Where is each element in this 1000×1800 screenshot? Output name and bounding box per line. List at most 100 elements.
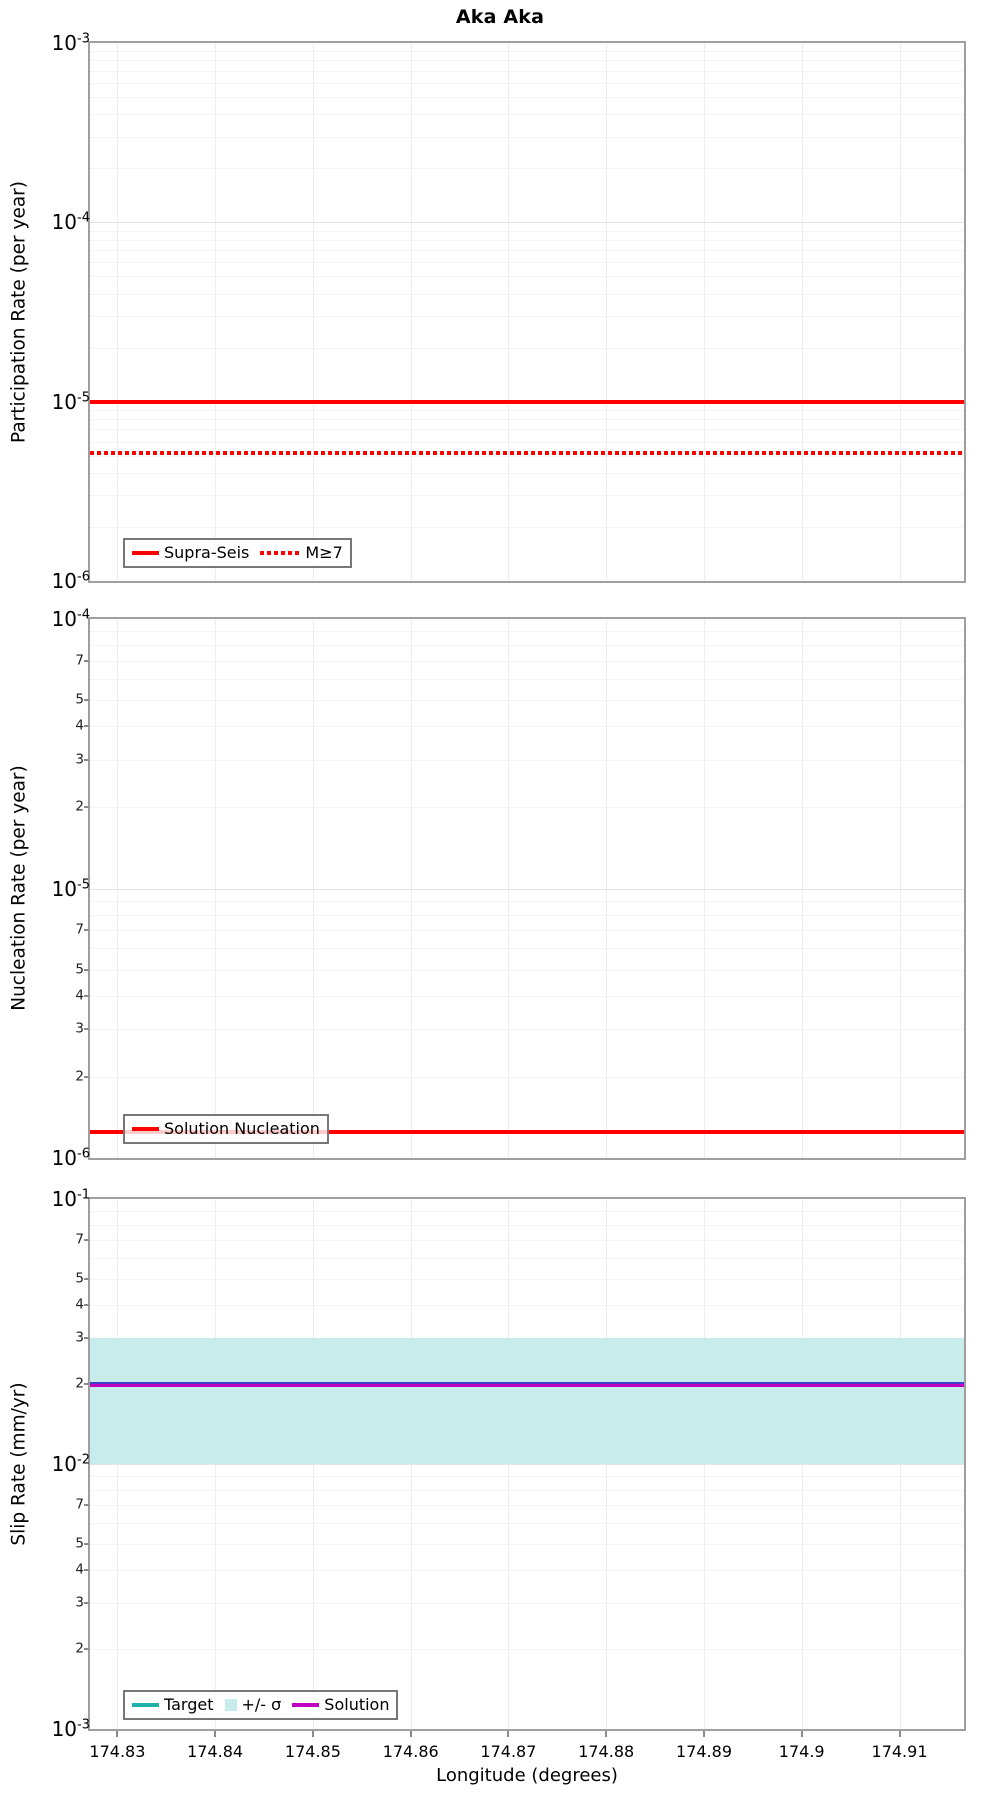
vertical-gridline <box>704 43 705 581</box>
y-tick-major-label: 10-1 <box>51 1187 90 1211</box>
minor-gridline <box>90 293 964 295</box>
y-tick-mark <box>84 1648 89 1651</box>
y-tick-minor-label: 3 <box>75 1593 84 1610</box>
minor-gridline <box>90 1304 964 1306</box>
y-tick-mark <box>84 1028 89 1031</box>
participation-y-axis-title: Participation Rate (per year) <box>8 181 30 443</box>
major-gridline <box>90 1464 964 1465</box>
target-line-swatch <box>132 1702 159 1707</box>
minor-gridline <box>90 1224 964 1226</box>
m7-dotted-line-swatch <box>260 550 301 555</box>
y-tick-mark <box>84 806 89 809</box>
y-tick-minor-label: 2 <box>75 798 84 815</box>
y-tick-minor-label: 4 <box>75 1560 84 1577</box>
y-tick-major-label: 10-3 <box>51 1717 90 1741</box>
minor-gridline <box>90 1029 964 1031</box>
y-tick-minor-label: 5 <box>75 691 84 708</box>
nucleation-y-axis-title: Nucleation Rate (per year) <box>8 765 30 1011</box>
minor-gridline <box>90 419 964 420</box>
y-tick-mark <box>84 994 89 997</box>
minor-gridline <box>90 316 964 318</box>
series-line-solution <box>90 1381 964 1387</box>
slip-y-axis-title: Slip Rate (mm/yr) <box>8 1382 30 1546</box>
minor-gridline <box>90 495 964 497</box>
minor-gridline <box>90 455 964 457</box>
series-line-solution-nucleation <box>90 1129 964 1134</box>
y-tick-minor-label: 5 <box>75 1270 84 1287</box>
y-tick-mark <box>84 1568 89 1571</box>
nucleation-plot-area <box>88 617 966 1160</box>
minor-gridline <box>90 276 964 278</box>
participation-plot-area <box>88 41 966 583</box>
y-tick-minor-label: 7 <box>75 1496 84 1513</box>
y-tick-mark <box>84 929 89 932</box>
legend-label-target: Target <box>164 1695 214 1714</box>
x-tick-mark <box>409 1731 412 1737</box>
slip-legend: Target +/- σ Solution <box>123 1690 399 1720</box>
y-tick-minor-label: 3 <box>75 1328 84 1345</box>
minor-gridline <box>90 914 964 916</box>
vertical-gridline <box>215 43 217 581</box>
vertical-gridline <box>312 43 314 581</box>
y-tick-mark <box>84 699 89 702</box>
minor-gridline <box>90 409 964 411</box>
y-tick-mark <box>84 725 89 728</box>
minor-gridline <box>90 1489 964 1491</box>
x-axis-title: Longitude (degrees) <box>436 1765 618 1786</box>
x-tick-label: 174.87 <box>480 1742 537 1761</box>
legend-label-sigma: +/- σ <box>241 1695 282 1714</box>
y-tick-minor-label: 7 <box>75 921 84 938</box>
x-tick-mark <box>898 1731 901 1737</box>
y-tick-minor-label: 3 <box>75 1020 84 1037</box>
nucleation-legend: Solution Nucleation <box>123 1114 329 1144</box>
chart-title: Aka Aka <box>455 6 545 28</box>
participation-legend: Supra-Seis M≥7 <box>123 538 352 568</box>
legend-label-solution: Solution <box>324 1695 390 1714</box>
minor-gridline <box>90 930 964 932</box>
y-tick-major-label: 10-5 <box>51 876 90 901</box>
y-tick-major-label: 10-4 <box>51 607 90 631</box>
minor-gridline <box>90 262 964 264</box>
x-tick-mark <box>311 1731 314 1737</box>
y-tick-mark <box>84 1277 89 1280</box>
y-tick-mark <box>84 1075 89 1078</box>
y-tick-major-label: 10-6 <box>51 569 90 593</box>
minor-gridline <box>90 1505 964 1506</box>
minor-gridline <box>90 82 964 84</box>
x-tick-label: 174.84 <box>187 1742 244 1761</box>
minor-gridline <box>90 527 964 528</box>
x-tick-mark <box>605 1731 608 1737</box>
minor-gridline <box>90 948 964 950</box>
y-tick-mark <box>84 1542 89 1545</box>
minor-gridline <box>90 70 964 72</box>
x-tick-label: 174.9 <box>778 1742 825 1761</box>
x-tick-label: 174.89 <box>676 1742 732 1761</box>
minor-gridline <box>90 995 964 997</box>
minor-gridline <box>90 969 964 971</box>
minor-gridline <box>90 1240 964 1241</box>
minor-gridline <box>90 631 964 633</box>
legend-label-solution-nucleation: Solution Nucleation <box>164 1119 320 1138</box>
minor-gridline <box>90 1569 964 1571</box>
slip-plot-area <box>88 1197 966 1731</box>
major-gridline <box>90 222 964 224</box>
minor-gridline <box>90 900 964 902</box>
minor-gridline <box>90 1076 964 1078</box>
vertical-gridline <box>899 43 901 581</box>
y-tick-minor-label: 5 <box>75 960 84 977</box>
y-tick-minor-label: 7 <box>75 1231 84 1248</box>
minor-gridline <box>90 347 964 349</box>
minor-gridline <box>90 60 964 62</box>
minor-gridline <box>90 678 964 680</box>
minor-gridline <box>90 97 964 98</box>
solution-line-swatch <box>292 1702 320 1707</box>
supra-seis-line-swatch <box>132 550 159 555</box>
minor-gridline <box>90 1257 964 1259</box>
y-tick-mark <box>84 1303 89 1306</box>
x-tick-mark <box>116 1731 119 1737</box>
y-tick-minor-label: 2 <box>75 1375 84 1392</box>
y-tick-mark <box>84 1383 89 1386</box>
x-tick-label: 174.91 <box>871 1742 928 1761</box>
minor-gridline <box>90 726 964 728</box>
